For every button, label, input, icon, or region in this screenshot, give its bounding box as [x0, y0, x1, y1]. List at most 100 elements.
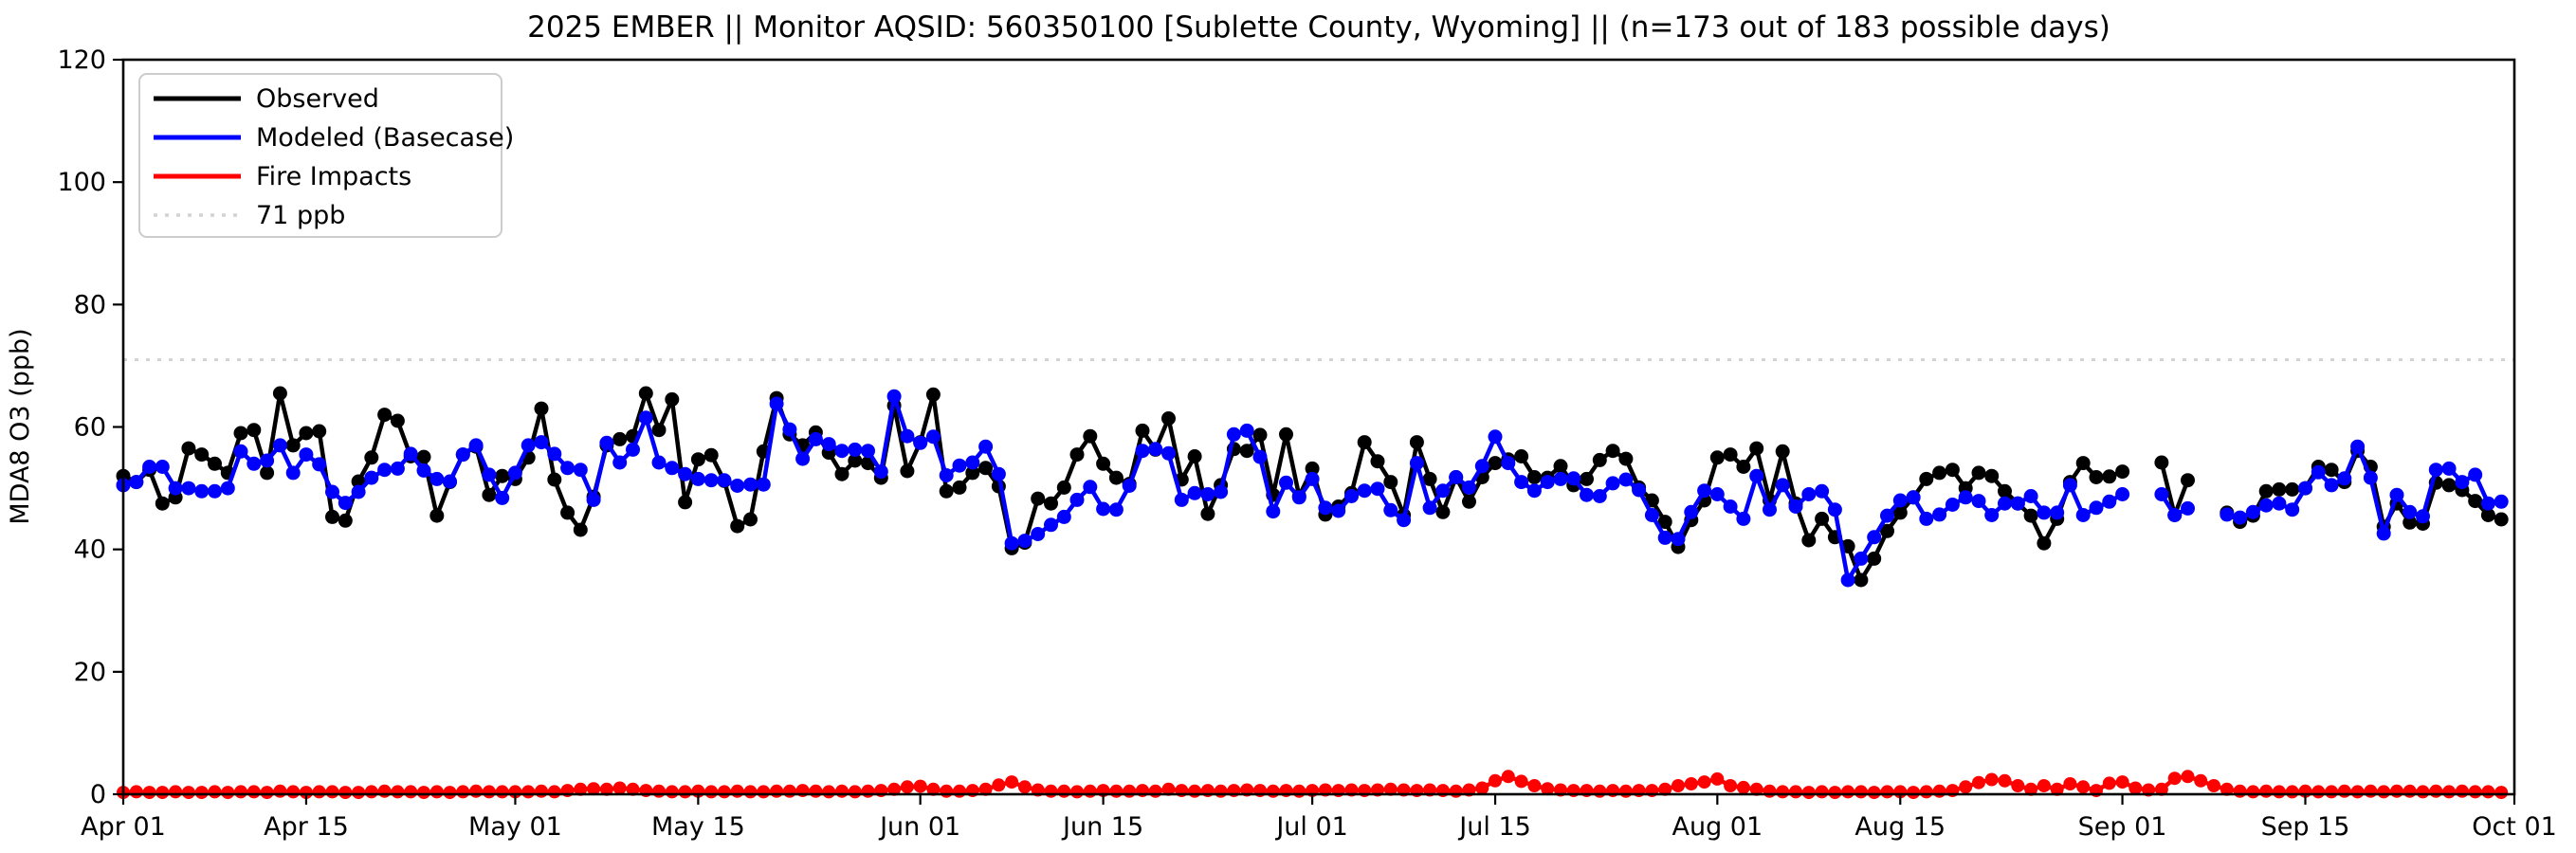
- data-point: [325, 785, 339, 799]
- data-point: [1266, 784, 1280, 798]
- data-point: [233, 444, 248, 459]
- data-point: [2376, 526, 2391, 541]
- data-point: [2181, 500, 2195, 516]
- data-point: [1252, 449, 1268, 464]
- data-point: [1004, 535, 1019, 551]
- data-point: [1815, 483, 1830, 499]
- data-point: [1972, 775, 1985, 789]
- data-point: [1709, 487, 1725, 501]
- data-point: [482, 487, 497, 502]
- data-point: [1526, 483, 1542, 499]
- data-point: [2389, 487, 2404, 502]
- legend-box: [138, 73, 502, 238]
- data-point: [1854, 572, 1869, 588]
- x-tick-label: May 01: [468, 812, 562, 842]
- data-point: [992, 778, 1006, 792]
- data-point: [403, 446, 418, 462]
- data-point: [1305, 471, 1320, 486]
- data-point: [1449, 784, 1463, 798]
- data-point: [1422, 500, 1437, 516]
- data-point: [861, 784, 875, 798]
- data-point: [1344, 489, 1359, 503]
- data-point: [417, 786, 430, 800]
- data-point: [1069, 492, 1085, 507]
- data-point: [1370, 454, 1385, 469]
- data-point: [1318, 500, 1333, 516]
- legend-label-2: Modeled (Basecase): [256, 123, 514, 153]
- data-point: [1671, 532, 1686, 547]
- data-point: [665, 391, 680, 407]
- data-point: [1763, 784, 1777, 798]
- data-point: [129, 475, 144, 490]
- data-point: [2468, 494, 2483, 509]
- data-point: [1514, 475, 1529, 490]
- legend-label-4: 71 ppb: [256, 201, 345, 230]
- data-point: [612, 455, 628, 470]
- data-point: [757, 785, 771, 799]
- data-point: [2076, 780, 2091, 794]
- data-point: [469, 784, 484, 798]
- data-point: [169, 785, 183, 799]
- data-point: [1422, 471, 1437, 486]
- data-point: [312, 785, 326, 799]
- data-point: [1749, 441, 1764, 456]
- data-point: [1161, 782, 1176, 796]
- data-point: [703, 473, 719, 488]
- data-point: [1932, 784, 1946, 798]
- data-point: [1331, 503, 1346, 518]
- data-point: [299, 447, 314, 463]
- data-point: [521, 438, 536, 453]
- data-point: [1998, 483, 2012, 499]
- data-point: [416, 449, 431, 464]
- x-tick-label: May 15: [651, 812, 745, 842]
- data-point: [1566, 471, 1581, 486]
- data-point: [1174, 492, 1189, 507]
- data-point: [1657, 530, 1672, 545]
- data-point: [2128, 781, 2143, 795]
- data-point: [651, 423, 667, 438]
- data-point: [455, 447, 470, 463]
- data-point: [1266, 504, 1281, 519]
- data-point: [690, 452, 705, 467]
- data-point: [769, 396, 784, 411]
- data-point: [612, 431, 628, 446]
- data-point: [2455, 475, 2470, 490]
- data-point: [1305, 461, 1320, 476]
- data-point: [1710, 771, 1725, 786]
- data-point: [717, 473, 732, 488]
- data-point: [221, 786, 235, 800]
- data-point: [2011, 779, 2025, 792]
- data-point: [352, 786, 366, 800]
- data-point: [1069, 447, 1085, 463]
- data-point: [1593, 784, 1607, 798]
- y-tick-label: 80: [74, 290, 106, 319]
- data-point: [142, 460, 157, 474]
- data-point: [1749, 782, 1763, 796]
- data-point: [312, 457, 327, 472]
- data-point: [573, 522, 588, 537]
- data-point: [1801, 786, 1816, 800]
- data-point: [495, 468, 510, 483]
- data-point: [2207, 779, 2220, 792]
- data-point: [2324, 463, 2339, 478]
- data-point: [1200, 506, 1215, 521]
- data-point: [1958, 490, 1973, 505]
- data-point: [208, 456, 222, 471]
- data-point: [2115, 775, 2129, 789]
- data-point: [1907, 786, 1921, 800]
- data-point: [2220, 507, 2235, 522]
- legend: Observed Modeled (Basecase) Fire Impacts 71…: [138, 73, 514, 238]
- data-point: [678, 785, 692, 799]
- data-point: [1919, 785, 1933, 799]
- data-point: [2063, 777, 2077, 790]
- data-point: [482, 785, 496, 799]
- data-point: [2390, 784, 2403, 798]
- data-point: [2272, 481, 2287, 497]
- data-point: [1397, 513, 1412, 528]
- data-point: [377, 408, 393, 423]
- data-point: [1044, 784, 1058, 798]
- data-point: [1057, 784, 1071, 798]
- data-point: [1553, 459, 1568, 474]
- data-point: [1148, 442, 1163, 457]
